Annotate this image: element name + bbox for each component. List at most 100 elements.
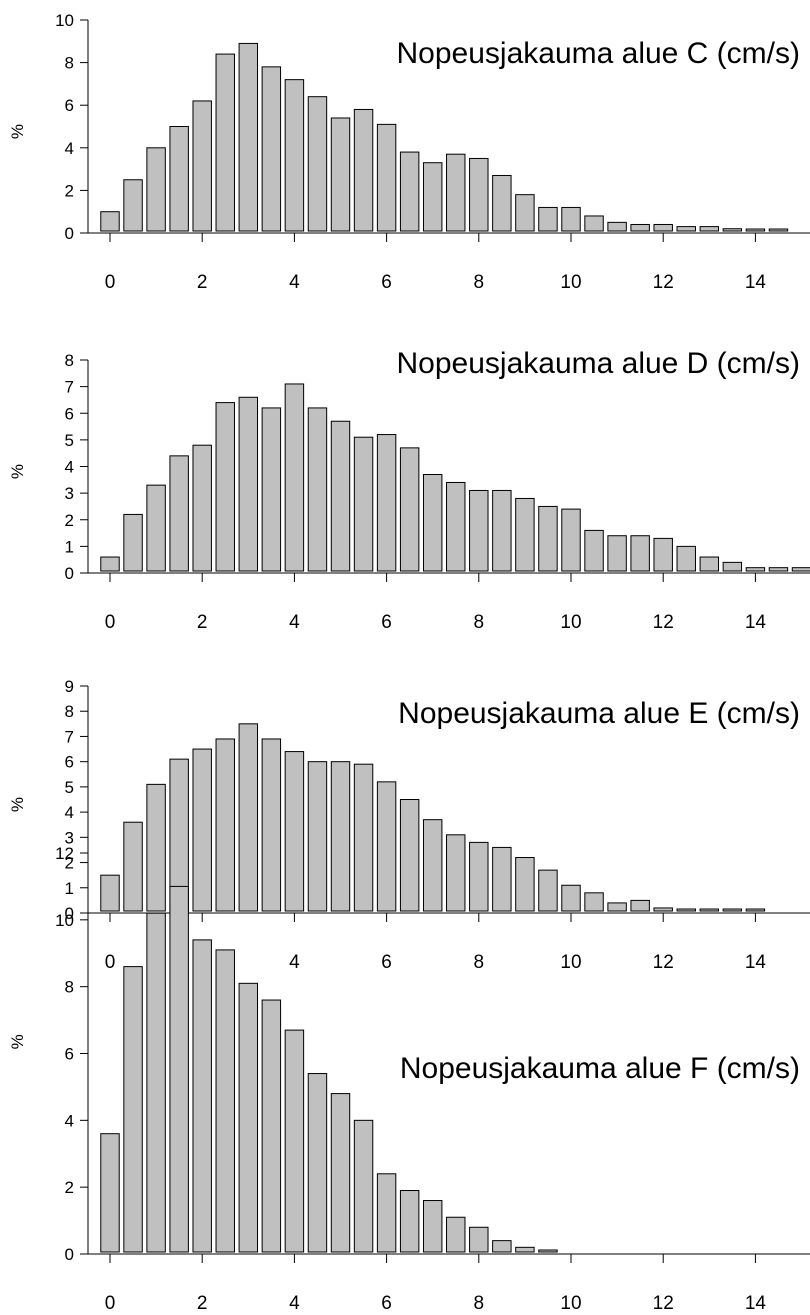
bar bbox=[768, 228, 789, 232]
bar bbox=[100, 211, 120, 232]
y-tick-label: 6 bbox=[65, 1045, 74, 1064]
bar bbox=[376, 434, 397, 572]
bar bbox=[745, 567, 766, 572]
y-axis-label: % bbox=[8, 1034, 27, 1049]
bar bbox=[515, 1246, 535, 1253]
bar bbox=[169, 455, 189, 572]
bar bbox=[561, 508, 581, 572]
y-tick-label: 2 bbox=[65, 181, 74, 200]
bar bbox=[676, 226, 696, 232]
bar bbox=[123, 966, 143, 1253]
y-tick-label: 8 bbox=[65, 54, 74, 73]
y-tick-label: 2 bbox=[65, 1178, 74, 1197]
x-tick-label: 10 bbox=[560, 1293, 581, 1314]
x-tick-label: 6 bbox=[381, 952, 392, 973]
x-tick-label: 10 bbox=[560, 272, 581, 293]
chart-title: Nopeusjakauma alue D (cm/s) bbox=[397, 347, 801, 380]
bar bbox=[584, 529, 604, 572]
y-axis-label: % bbox=[8, 464, 27, 479]
y-tick-label: 6 bbox=[65, 96, 74, 115]
bar bbox=[100, 1133, 120, 1253]
x-tick-label: 8 bbox=[474, 272, 485, 293]
bar bbox=[538, 505, 558, 572]
y-tick-label: 10 bbox=[55, 11, 74, 30]
bar bbox=[238, 723, 259, 912]
bar bbox=[538, 869, 558, 912]
bar bbox=[169, 885, 189, 1253]
x-tick-label: 12 bbox=[653, 1293, 674, 1314]
x-tick-label: 0 bbox=[105, 612, 116, 633]
bar bbox=[261, 407, 282, 572]
y-tick-label: 2 bbox=[65, 854, 74, 873]
bar bbox=[284, 751, 305, 912]
bar bbox=[215, 738, 235, 912]
bar bbox=[376, 123, 397, 232]
y-tick-label: 4 bbox=[65, 139, 74, 158]
bar bbox=[699, 226, 720, 232]
bar bbox=[353, 763, 374, 912]
chart-title: Nopeusjakauma alue C (cm/s) bbox=[397, 37, 801, 70]
y-tick-label: 7 bbox=[65, 727, 74, 746]
bar bbox=[469, 489, 489, 572]
bar bbox=[330, 117, 351, 232]
bar bbox=[515, 194, 535, 232]
x-tick-label: 2 bbox=[197, 272, 208, 293]
bar bbox=[123, 513, 143, 572]
chart-title: Nopeusjakauma alue E (cm/s) bbox=[398, 697, 800, 730]
y-tick-label: 4 bbox=[65, 803, 74, 822]
bar bbox=[399, 1190, 420, 1253]
y-tick-label: 0 bbox=[65, 904, 74, 923]
bar bbox=[422, 1200, 443, 1253]
bar bbox=[446, 1216, 466, 1253]
bar bbox=[399, 799, 420, 912]
x-tick-label: 10 bbox=[560, 952, 581, 973]
bar bbox=[422, 473, 443, 572]
bar bbox=[261, 66, 282, 232]
bar bbox=[561, 206, 581, 232]
bar bbox=[192, 748, 212, 912]
x-tick-label: 6 bbox=[381, 272, 392, 293]
bar bbox=[307, 761, 328, 912]
bar bbox=[146, 147, 166, 232]
bar bbox=[584, 215, 604, 232]
y-tick-label: 2 bbox=[65, 511, 74, 530]
bar bbox=[169, 126, 189, 232]
bar bbox=[745, 908, 766, 912]
y-tick-label: 0 bbox=[65, 224, 74, 243]
bar bbox=[422, 162, 443, 232]
bar bbox=[123, 821, 143, 912]
bar bbox=[215, 402, 235, 572]
y-axis-label: % bbox=[8, 797, 27, 812]
x-tick-label: 12 bbox=[653, 612, 674, 633]
bar bbox=[584, 892, 604, 912]
chart-title: Nopeusjakauma alue F (cm/s) bbox=[400, 1052, 800, 1085]
x-tick-label: 4 bbox=[289, 272, 300, 293]
y-tick-label: 8 bbox=[65, 351, 74, 370]
bar bbox=[607, 221, 627, 232]
bar bbox=[307, 96, 328, 232]
bar bbox=[146, 484, 166, 572]
bar bbox=[607, 535, 627, 572]
x-tick-label: 2 bbox=[197, 1293, 208, 1314]
bar bbox=[238, 396, 259, 572]
x-tick-label: 14 bbox=[745, 1293, 767, 1314]
y-tick-label: 3 bbox=[65, 484, 74, 503]
bar bbox=[653, 223, 673, 232]
bar bbox=[123, 179, 143, 232]
bar bbox=[192, 444, 212, 572]
bar bbox=[699, 908, 720, 912]
bar bbox=[215, 53, 235, 232]
bar bbox=[492, 846, 512, 912]
bar bbox=[376, 1173, 397, 1253]
bar bbox=[376, 781, 397, 912]
x-tick-label: 12 bbox=[653, 272, 674, 293]
bar bbox=[538, 1249, 558, 1253]
bar bbox=[768, 567, 789, 572]
bar bbox=[630, 899, 650, 912]
bar bbox=[492, 489, 512, 572]
y-tick-label: 5 bbox=[65, 778, 74, 797]
y-tick-label: 8 bbox=[65, 978, 74, 997]
bar bbox=[353, 108, 374, 232]
x-tick-label: 14 bbox=[745, 952, 767, 973]
